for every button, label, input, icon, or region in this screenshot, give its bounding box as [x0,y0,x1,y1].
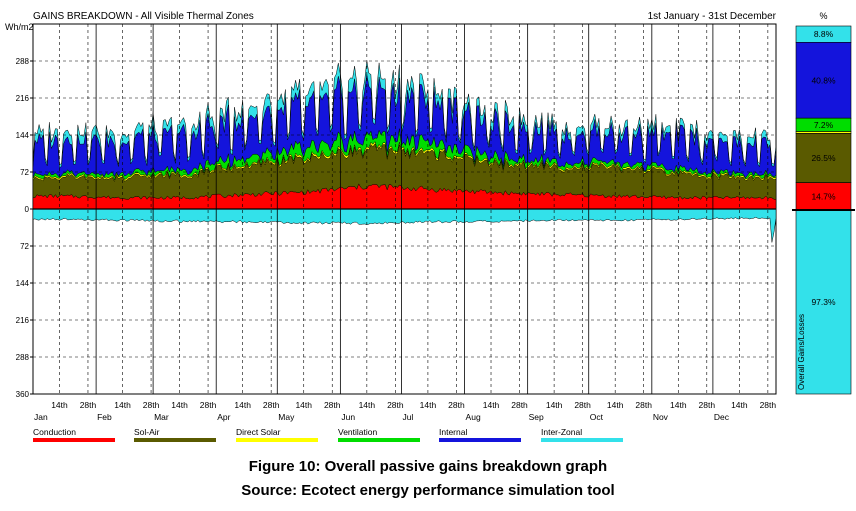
x-day-label: 28th [699,400,716,410]
x-day-label: 14th [546,400,563,410]
y-tick-label: 0 [25,205,30,214]
y-tick-label: 288 [16,57,30,66]
breakdown-gain-segment [795,42,852,119]
legend-label: Conduction [33,427,76,437]
legend-label: Internal [439,427,467,437]
breakdown-gain-label: 14.7% [811,191,836,201]
y-tick-label: 144 [16,279,30,288]
x-day-label: 28th [324,400,341,410]
y-tick-label: 216 [16,316,30,325]
x-day-label: 28th [574,400,591,410]
x-day-label: 28th [387,400,404,410]
breakdown-loss-segment [795,209,852,395]
breakdown-gain-segment [795,133,852,183]
breakdown-loss-label: 97.3% [811,297,836,307]
breakdown-header: % [819,11,827,21]
x-day-label: 14th [359,400,376,410]
y-tick-label: 216 [16,94,30,103]
x-day-label: 14th [483,400,500,410]
x-month-label: Oct [590,412,604,422]
y-tick-label: 288 [16,353,30,362]
figure-caption: Figure 10: Overall passive gains breakdo… [248,458,608,475]
x-month-label: May [278,412,295,422]
legend-label: Direct Solar [236,427,281,437]
y-tick-label: 360 [16,390,30,399]
date-range: 1st January - 31st December [648,11,777,22]
x-month-label: Jan [34,412,48,422]
x-day-label: 14th [234,400,251,410]
x-day-label: 28th [143,400,160,410]
x-day-label: 28th [511,400,528,410]
breakdown-gain-segment [795,182,852,211]
x-day-label: 28th [263,400,280,410]
x-day-label: 14th [114,400,131,410]
x-day-label: 14th [51,400,68,410]
x-day-label: 28th [80,400,97,410]
x-month-label: Jun [341,412,355,422]
x-month-label: Feb [97,412,112,422]
x-day-label: 28th [448,400,465,410]
legend-label: Ventilation [338,427,377,437]
x-day-label: 14th [670,400,687,410]
x-day-label: 14th [420,400,437,410]
x-month-label: Aug [466,412,481,422]
x-day-label: 14th [731,400,748,410]
breakdown-gain-label: 26.5% [811,153,836,163]
x-day-label: 28th [760,400,777,410]
x-day-label: 14th [171,400,188,410]
x-month-label: Mar [154,412,169,422]
x-month-label: Sep [529,412,544,422]
y-axis-unit: Wh/m2 [5,22,34,32]
x-month-label: Dec [714,412,730,422]
y-tick-label: 144 [16,131,30,140]
area-inter-zonal-losses [32,208,777,243]
x-month-label: Jul [402,412,413,422]
legend-label: Inter-Zonal [541,427,582,437]
chart-title: GAINS BREAKDOWN - All Visible Thermal Zo… [33,11,254,22]
area-sol-air [32,143,777,210]
x-day-label: 28th [635,400,652,410]
breakdown-side-label: Overall Gains/Losses [797,314,806,390]
area-conduction [32,183,777,210]
y-tick-label: 72 [20,242,29,251]
y-tick-label: 72 [20,168,29,177]
x-day-label: 28th [200,400,217,410]
legend-label: Sol-Air [134,427,160,437]
x-month-label: Nov [653,412,669,422]
x-day-label: 14th [295,400,312,410]
breakdown-gain-label: 8.8% [814,29,834,39]
breakdown-gain-label: 7.2% [814,120,834,130]
x-day-label: 14th [607,400,624,410]
figure-source: Source: Ecotect energy performance simul… [241,482,615,499]
x-month-label: Apr [217,412,230,422]
breakdown-gain-label: 40.8% [811,75,836,85]
